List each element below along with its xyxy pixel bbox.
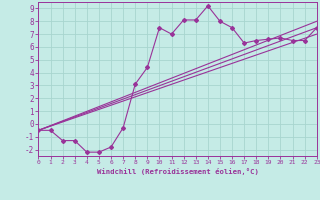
X-axis label: Windchill (Refroidissement éolien,°C): Windchill (Refroidissement éolien,°C)	[97, 168, 259, 175]
